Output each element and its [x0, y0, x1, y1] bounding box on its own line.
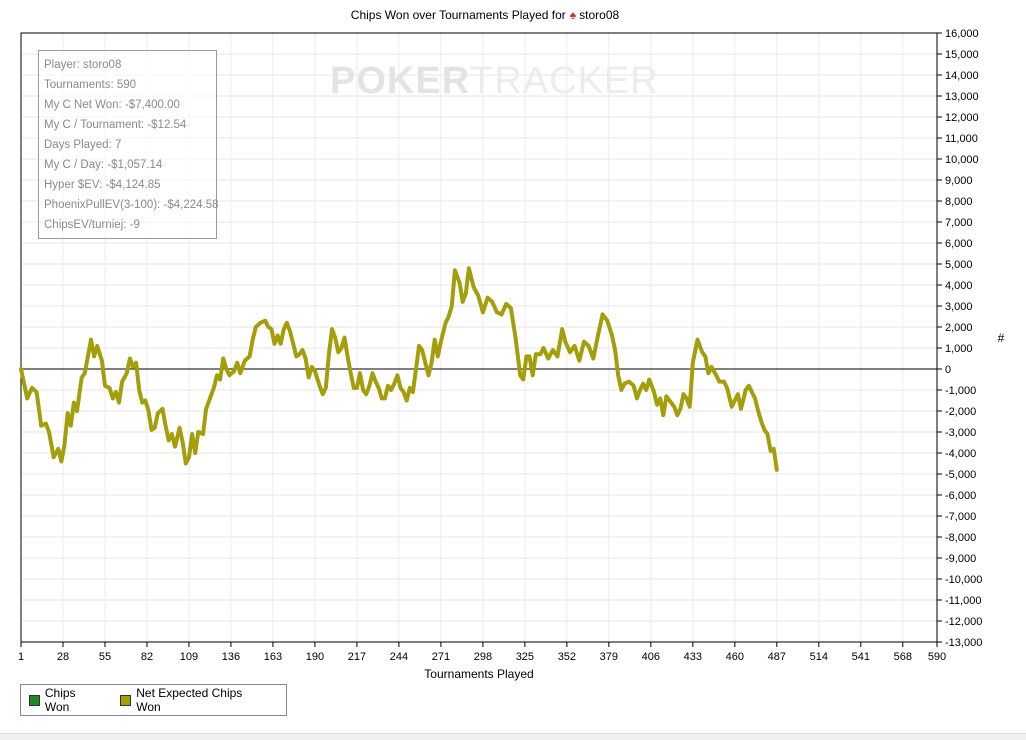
y-tick-label: 16,000 [945, 28, 979, 40]
legend-swatch-net-expected [120, 694, 132, 706]
x-tick-label: 541 [852, 651, 870, 663]
y-tick-label: 0 [945, 364, 951, 376]
y-axis: 16,000 15,000 14,000 13,000 12,000 11,000 10,0… [937, 28, 982, 649]
y-tick-label: 7,000 [945, 217, 973, 229]
stat-phoenix-ev: PhoenixPullEV(3-100): -$4,224.58 [44, 199, 219, 211]
x-tick-label: 406 [642, 651, 660, 663]
x-tick-label: 568 [894, 651, 912, 663]
series-line-net-expected-chips-won [19, 266, 779, 472]
y-tick-label: 14,000 [945, 70, 979, 82]
x-tick-label: 28 [57, 651, 69, 663]
x-axis: 1 28 55 82 109 136 163 190 217 244 271 298 325 352 379… [18, 642, 946, 663]
y-tick-label: 12,000 [945, 112, 979, 124]
x-tick-label: 487 [768, 651, 786, 663]
x-tick-label: 514 [810, 651, 828, 663]
x-tick-label: 136 [222, 651, 240, 663]
stat-net-won: My C Net Won: -$7,400.00 [44, 99, 180, 111]
y-tick-label: -8,000 [945, 532, 976, 544]
y-tick-label: -6,000 [945, 490, 976, 502]
y-tick-label: -13,000 [945, 637, 982, 649]
y-tick-label: 1,000 [945, 343, 973, 355]
x-tick-label: 244 [390, 651, 408, 663]
x-tick-label: 460 [726, 651, 744, 663]
y-tick-label: -5,000 [945, 469, 976, 481]
legend-label-net-expected: Net Expected Chips Won [136, 686, 243, 714]
x-tick-label: 109 [180, 651, 198, 663]
y-tick-label: 5,000 [945, 259, 973, 271]
legend: Chips Won Net Expected Chips Won [20, 684, 287, 716]
legend-swatch-chips-won [29, 694, 40, 706]
x-tick-label: 217 [348, 651, 366, 663]
y-tick-label: 15,000 [945, 49, 979, 61]
y-tick-label: -2,000 [945, 406, 976, 418]
y-tick-label: 13,000 [945, 91, 979, 103]
y-tick-label: -3,000 [945, 427, 976, 439]
x-tick-label: 325 [516, 651, 534, 663]
y-axis-label: # [998, 331, 1005, 345]
x-tick-label: 82 [141, 651, 153, 663]
y-tick-label: 2,000 [945, 322, 973, 334]
watermark-part1: POKER [330, 60, 471, 102]
y-tick-label: 4,000 [945, 280, 973, 292]
x-tick-label: 1 [18, 651, 24, 663]
y-tick-label: 11,000 [945, 133, 978, 145]
stat-days-played: Days Played: 7 [44, 139, 122, 151]
series-group [19, 266, 779, 472]
x-tick-label: 163 [264, 651, 282, 663]
y-tick-label: -7,000 [945, 511, 976, 523]
stat-hyper-ev: Hyper $EV: -$4,124.85 [44, 179, 161, 191]
y-tick-label: -9,000 [945, 553, 976, 565]
plot-border [20, 32, 938, 643]
watermark-part2: TRACKER [470, 60, 659, 102]
stat-player: Player: storo08 [44, 59, 122, 71]
x-axis-label: Tournaments Played [424, 667, 533, 681]
y-tick-label: 3,000 [945, 301, 973, 313]
y-tick-label: 9,000 [945, 175, 973, 187]
x-tick-label: 379 [600, 651, 618, 663]
stats-box: Player: storo08 Tournaments: 590 My C Ne… [38, 50, 219, 239]
legend-label-chips-won: Chips Won [44, 686, 76, 714]
x-tick-label: 352 [558, 651, 576, 663]
y-tick-label: -1,000 [945, 385, 976, 397]
y-tick-label: -10,000 [945, 574, 982, 586]
x-tick-label: 298 [474, 651, 492, 663]
x-tick-label: 590 [928, 651, 946, 663]
y-tick-label: -4,000 [945, 448, 976, 460]
x-tick-label: 55 [99, 651, 111, 663]
x-tick-label: 433 [684, 651, 702, 663]
stat-per-tournament: My C / Tournament: -$12.54 [44, 119, 187, 131]
y-tick-label: -12,000 [945, 616, 982, 628]
x-tick-label: 190 [306, 651, 324, 663]
legend-item-net-expected[interactable]: Net Expected Chips Won [120, 686, 268, 714]
stat-per-day: My C / Day: -$1,057.14 [44, 159, 163, 171]
x-tick-label: 271 [432, 651, 450, 663]
stat-chipsev: ChipsEV/turniej: -9 [44, 219, 140, 231]
pokertracker-watermark: POKERTRACKER [330, 60, 659, 103]
y-tick-label: 6,000 [945, 238, 973, 250]
y-tick-label: 8,000 [945, 196, 973, 208]
legend-item-chips-won[interactable]: Chips Won [29, 686, 102, 714]
y-tick-label: 10,000 [945, 154, 979, 166]
bottom-scrollbar [0, 733, 1026, 740]
stat-tournaments: Tournaments: 590 [44, 79, 137, 91]
y-tick-label: -11,000 [945, 595, 982, 607]
chart-title: Chips Won over Tournaments Played for ♠ st… [351, 8, 620, 22]
